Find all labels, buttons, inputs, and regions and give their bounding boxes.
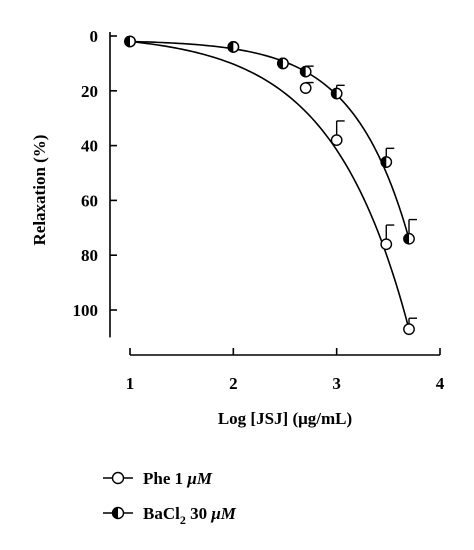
point-half-filled-circle	[299, 65, 312, 78]
legend-marker-half-filled-circle	[111, 506, 125, 520]
marker-fill-half	[228, 41, 234, 53]
data-points	[124, 35, 415, 336]
y-tick-label: 60	[81, 191, 98, 210]
marker-fill-half	[300, 66, 306, 77]
marker-fill-half	[331, 88, 337, 99]
point-half-filled-circle	[277, 57, 289, 70]
point-open-circle	[299, 82, 312, 94]
point-half-filled-circle	[124, 35, 136, 48]
error-bars	[304, 65, 417, 330]
legend: Phe 1 μM BaCl2 30 μM	[103, 469, 237, 527]
y-tick-label: 40	[81, 137, 98, 156]
marker-fill-half	[112, 507, 118, 519]
fitted-curve	[129, 40, 410, 330]
x-axis-label: Log [JSJ] (μg/mL)	[218, 409, 352, 428]
y-tick-label: 100	[73, 301, 99, 320]
x-tick-label: 2	[229, 374, 238, 393]
x-tick-label: 4	[436, 374, 445, 393]
marker-fill-half	[403, 233, 409, 244]
y-tick-label: 20	[81, 82, 98, 101]
fitted-curves	[129, 40, 410, 330]
point-open-circle	[403, 323, 415, 336]
legend-marker-open-circle	[111, 471, 125, 485]
y-axis-label: Relaxation (%)	[30, 135, 49, 246]
marker-fill-half	[381, 156, 387, 168]
fitted-curve	[129, 40, 410, 239]
point-half-filled-circle	[380, 156, 393, 168]
legend-label: BaCl2 30 μM	[143, 504, 237, 527]
marker-fill-half	[277, 58, 283, 69]
point-open-circle	[380, 238, 393, 251]
y-tick-label: 80	[81, 246, 98, 265]
legend-label: Phe 1 μM	[143, 469, 213, 488]
point-half-filled-circle	[330, 87, 343, 100]
axes: 0 20 40 60 80 100 1 2 3 4	[73, 27, 445, 393]
x-tick-label: 3	[332, 374, 341, 393]
y-tick-label: 0	[90, 27, 99, 46]
marker-fill-half	[124, 36, 130, 47]
point-half-filled-circle	[227, 41, 240, 53]
point-open-circle	[330, 134, 343, 147]
point-half-filled-circle	[403, 232, 415, 245]
x-tick-label: 1	[126, 374, 135, 393]
